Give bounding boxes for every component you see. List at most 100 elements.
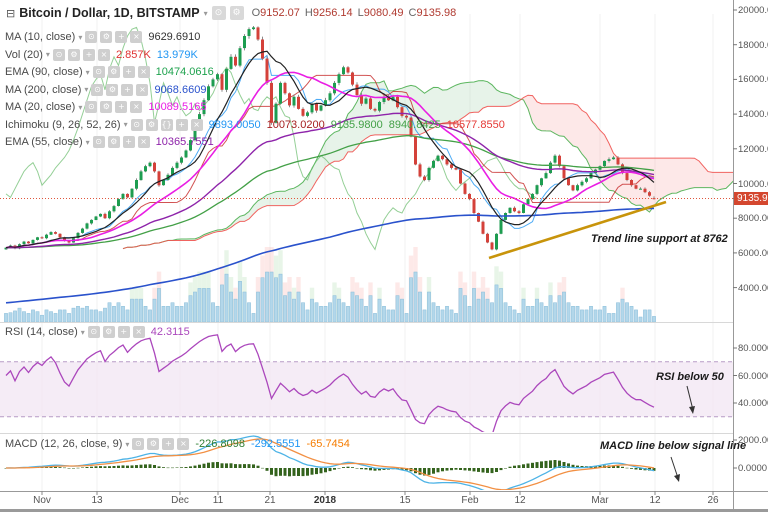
chevron-down-icon[interactable]: ▾ — [78, 102, 83, 112]
eye-icon[interactable]: ⊙ — [132, 438, 145, 450]
eye-icon[interactable]: ⊙ — [91, 83, 104, 96]
indicator-value: 9893.0050 — [208, 118, 261, 131]
chevron-down-icon[interactable]: ▾ — [125, 439, 130, 449]
plus-icon[interactable]: + — [162, 438, 175, 450]
indicator-legend-row[interactable]: MACD (12, 26, close, 9) ▾ ⊙ ⚙ + × -226.8098 -29… — [5, 438, 350, 450]
chevron-down-icon[interactable]: ▾ — [45, 50, 50, 59]
time-axis-label: 12 — [649, 495, 661, 506]
plus-icon[interactable]: + — [82, 48, 95, 61]
gear-icon[interactable]: ⚙ — [106, 83, 119, 96]
plus-icon[interactable]: + — [117, 326, 130, 338]
gear-icon[interactable]: ⚙ — [107, 136, 120, 148]
close-icon[interactable]: × — [130, 31, 143, 43]
chevron-down-icon[interactable]: ▾ — [80, 327, 85, 337]
gear-icon[interactable]: ⚙ — [229, 6, 244, 20]
eye-icon[interactable]: ⊙ — [92, 136, 105, 148]
gear-icon[interactable]: ⚙ — [107, 66, 120, 78]
indicator-name: MACD (12, 26, close, 9) — [5, 438, 123, 450]
collapse-icon[interactable]: ⊟ — [6, 6, 16, 20]
axis-label: 0.0000 — [738, 463, 768, 474]
axis-label: 14000.00 — [738, 109, 768, 121]
close-icon[interactable]: × — [97, 48, 110, 61]
chevron-down-icon[interactable]: ▾ — [123, 120, 128, 129]
chevron-down-icon[interactable]: ▾ — [78, 32, 83, 42]
indicator-value: 9135.9800 — [330, 118, 383, 131]
indicator-legend: MA (10, close) ▾ ⊙ ⚙ + × 9629.6910 Vol (20) ▾ ⊙ ⚙ +… — [5, 31, 505, 154]
price-axis[interactable]: 20000.00 18000.00 16000.00 14000.00 12000.00… — [733, 0, 768, 512]
symbol-title[interactable]: Bitcoin / Dollar, 1D, BITSTAMP — [19, 6, 200, 20]
indicator-value: 10073.0200 — [266, 118, 325, 131]
rsi-legend: RSI (14, close) ▾ ⊙ ⚙ + × 42.3115 — [5, 326, 190, 344]
braces-icon[interactable]: {} — [160, 118, 173, 131]
eye-icon[interactable]: ⊙ — [52, 48, 65, 61]
indicator-legend-row[interactable]: Vol (20) ▾ ⊙ ⚙ + × 2.857K 13.979K — [5, 48, 505, 61]
close-icon[interactable]: × — [177, 438, 190, 450]
axis-label: 8000.00 — [738, 213, 768, 225]
rsi-annotation[interactable]: RSI below 50 — [656, 371, 724, 383]
time-axis-label: 15 — [399, 495, 411, 506]
gear-icon[interactable]: ⚙ — [67, 48, 80, 61]
indicator-value: 9629.6910 — [148, 31, 201, 43]
axis-label: 12000.00 — [738, 143, 768, 155]
eye-icon[interactable]: ⊙ — [130, 118, 143, 131]
low-label: L — [357, 7, 364, 19]
time-axis-label: 12 — [514, 495, 526, 506]
close-icon[interactable]: × — [130, 101, 143, 113]
gear-icon[interactable]: ⚙ — [145, 118, 158, 131]
indicator-legend-row[interactable]: EMA (90, close) ▾ ⊙ ⚙ + × 10474.0616 — [5, 66, 505, 78]
gear-icon[interactable]: ⚙ — [147, 438, 160, 450]
close-icon[interactable]: × — [132, 326, 145, 338]
indicator-value: -65.7454 — [306, 438, 350, 450]
macd-annotation[interactable]: MACD line below signal line — [600, 440, 747, 452]
chevron-down-icon[interactable]: ▾ — [85, 67, 90, 77]
time-axis-label: 21 — [264, 495, 276, 506]
gear-icon[interactable]: ⚙ — [100, 31, 113, 43]
indicator-legend-row[interactable]: Ichimoku (9, 26, 52, 26) ▾ ⊙ ⚙{} + × 9893.0050… — [5, 118, 505, 131]
eye-icon[interactable]: ⊙ — [87, 326, 100, 338]
open-value: 9152.07 — [260, 7, 300, 19]
axis-label: 16000.00 — [738, 74, 768, 86]
close-icon[interactable]: × — [136, 83, 149, 96]
close-label: C — [408, 7, 417, 19]
gear-icon[interactable]: ⚙ — [100, 101, 113, 113]
macd-legend: MACD (12, 26, close, 9) ▾ ⊙ ⚙ + × -226.8098 -29… — [5, 438, 350, 456]
indicator-legend-row[interactable]: MA (200, close) ▾ ⊙ ⚙ + × 9068.6609 — [5, 83, 505, 96]
eye-icon[interactable]: ⊙ — [92, 66, 105, 78]
indicator-value: 8940.8425 — [388, 118, 441, 131]
indicator-legend-row[interactable]: MA (20, close) ▾ ⊙ ⚙ + × 10089.5165 — [5, 101, 505, 113]
indicator-legend-row[interactable]: RSI (14, close) ▾ ⊙ ⚙ + × 42.3115 — [5, 326, 190, 338]
close-icon[interactable]: × — [137, 66, 150, 78]
eye-icon[interactable]: ⊙ — [85, 101, 98, 113]
plus-icon[interactable]: + — [121, 83, 134, 96]
eye-icon[interactable]: ⊙ — [85, 31, 98, 43]
indicator-name: Ichimoku (9, 26, 52, 26) — [5, 118, 121, 131]
close-icon[interactable]: × — [137, 136, 150, 148]
indicator-value: 10474.0616 — [155, 66, 214, 78]
plus-icon[interactable]: + — [115, 31, 128, 43]
plus-icon[interactable]: + — [175, 118, 188, 131]
close-icon[interactable]: × — [190, 118, 203, 131]
trend-annotation[interactable]: Trend line support at 8762 — [591, 233, 728, 245]
chevron-down-icon[interactable]: ▾ — [84, 85, 89, 94]
chevron-down-icon[interactable]: ▾ — [203, 8, 208, 18]
eye-icon[interactable]: ⊙ — [211, 6, 226, 20]
axis-label: 80.0000 — [738, 343, 768, 354]
axis-label: 4000.00 — [738, 282, 768, 294]
indicator-value: -292.5551 — [250, 438, 301, 450]
time-axis-label: 2018 — [313, 495, 337, 506]
indicator-value: 2.857K — [115, 48, 151, 61]
indicator-legend-row[interactable]: EMA (55, close) ▾ ⊙ ⚙ + × 10365.7551 — [5, 136, 505, 148]
time-axis-label: Mar — [591, 495, 609, 506]
indicator-value: 42.3115 — [150, 326, 190, 338]
plus-icon[interactable]: + — [122, 136, 135, 148]
plus-icon[interactable]: + — [115, 101, 128, 113]
indicator-legend-row[interactable]: MA (10, close) ▾ ⊙ ⚙ + × 9629.6910 — [5, 31, 505, 43]
axis-label: 2000.000 — [738, 435, 768, 446]
gear-icon[interactable]: ⚙ — [102, 326, 115, 338]
time-axis[interactable]: Nov 13 Dec 11 21 2018 15 Feb 12 Mar 12 26 — [0, 492, 768, 510]
ohlc-readout: O9152.07 H9256.14 L9080.49 C9135.98 — [252, 7, 462, 19]
chevron-down-icon[interactable]: ▾ — [85, 137, 90, 147]
plus-icon[interactable]: + — [122, 66, 135, 78]
